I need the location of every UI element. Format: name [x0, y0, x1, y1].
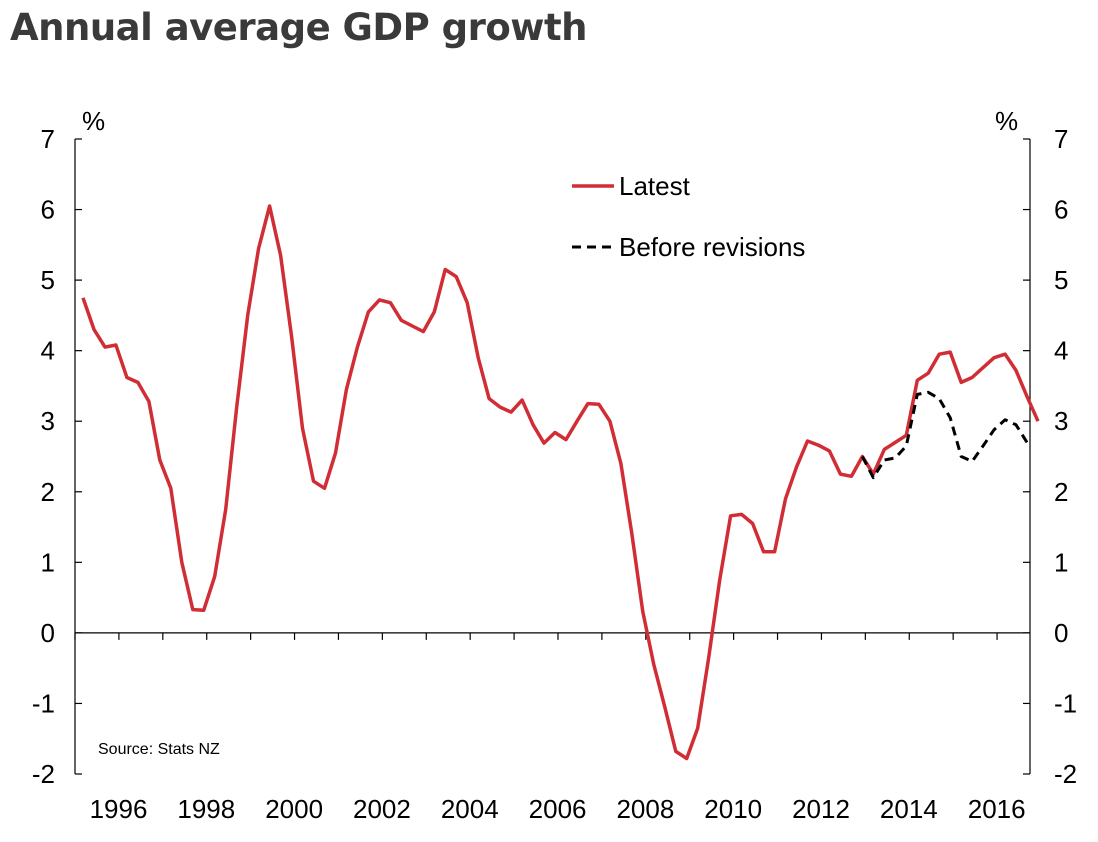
- x-tick-label: 2000: [265, 794, 323, 824]
- series-line-latest: [81, 204, 1040, 761]
- x-tick-label: 2008: [616, 794, 674, 824]
- series-layer: [81, 204, 1040, 761]
- y-axis-label-right: %: [995, 106, 1018, 136]
- y-tick-label-right: 3: [1054, 406, 1068, 436]
- axes: -2 -2 -1 -1 0 0 1 1 2 2 3 3 4 4 5 5 6 6 7 7 1996 1998 2000 2002…: [32, 124, 1077, 824]
- x-tick-label: 2006: [529, 794, 587, 824]
- y-tick-label-right: 7: [1054, 124, 1068, 154]
- source-note: Source: Stats NZ: [98, 741, 220, 758]
- y-tick-label-left: 3: [41, 406, 55, 436]
- series-line-before-revisions: [861, 390, 1029, 480]
- y-tick-label-right: -1: [1054, 688, 1077, 718]
- y-tick-label-right: 0: [1054, 618, 1068, 648]
- y-tick-label-right: -2: [1054, 759, 1077, 789]
- x-tick-label: 2012: [792, 794, 850, 824]
- y-tick-label-right: 4: [1054, 336, 1068, 366]
- y-tick-label-left: 2: [41, 477, 55, 507]
- y-tick-label-left: 5: [41, 265, 55, 295]
- y-tick-label-right: 5: [1054, 265, 1068, 295]
- y-tick-label-left: 0: [41, 618, 55, 648]
- x-tick-label: 2016: [968, 794, 1026, 824]
- x-tick-label: 1996: [90, 794, 148, 824]
- y-axis-label-left: %: [82, 106, 105, 136]
- x-tick-label: 2010: [704, 794, 762, 824]
- y-tick-label-left: -1: [32, 688, 55, 718]
- y-tick-label-right: 2: [1054, 477, 1068, 507]
- y-tick-label-left: -2: [32, 759, 55, 789]
- x-tick-label: 2014: [880, 794, 938, 824]
- x-tick-label: 1998: [177, 794, 235, 824]
- legend: Latest Before revisions: [572, 171, 805, 262]
- chart-title: Annual average GDP growth: [10, 6, 588, 49]
- x-tick-label: 2002: [353, 794, 411, 824]
- y-tick-label-right: 6: [1054, 195, 1068, 225]
- y-tick-label-left: 1: [41, 547, 55, 577]
- x-tick-label: 2004: [441, 794, 499, 824]
- y-tick-label-right: 1: [1054, 547, 1068, 577]
- legend-label-latest: Latest: [619, 171, 691, 201]
- y-tick-label-left: 6: [41, 195, 55, 225]
- y-tick-label-left: 7: [41, 124, 55, 154]
- legend-label-before-revisions: Before revisions: [619, 232, 805, 262]
- y-tick-label-left: 4: [41, 336, 55, 366]
